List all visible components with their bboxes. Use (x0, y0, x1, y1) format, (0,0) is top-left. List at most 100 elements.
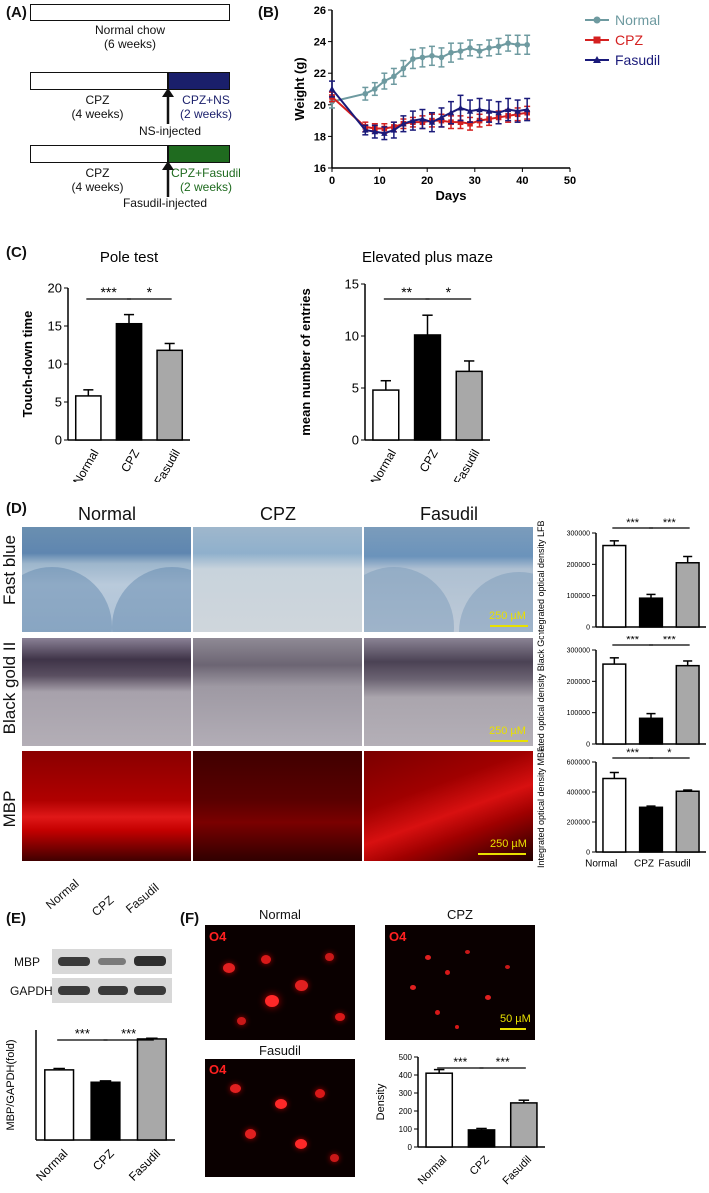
y-tick-label: 20 (48, 281, 62, 296)
bar-fasudil (509, 1102, 538, 1148)
cpz-ns-label: CPZ+NS (182, 93, 230, 107)
y-tick-label: 300000 (567, 530, 590, 537)
data-point (514, 107, 521, 114)
chart-title: Elevated plus maze (362, 249, 493, 266)
cpz-duration-1: (4 weeks) (71, 107, 124, 121)
x-tick-label: 50 (564, 175, 576, 187)
bar-normal (602, 544, 627, 628)
bar-fasudil (675, 562, 700, 628)
x-tick-label: CPZ (90, 1146, 117, 1173)
significance-label: * (147, 284, 153, 300)
f-title-normal: Normal (259, 907, 301, 922)
bar-fasudil (455, 370, 483, 441)
legend-marker (593, 36, 601, 44)
cpz-label-2: CPZ (85, 166, 110, 180)
cpz-fasudil-duration: (2 weeks) (179, 180, 232, 194)
data-point (328, 85, 336, 92)
significance-label: *** (121, 1026, 136, 1041)
normal-chow-label: Normal chow (94, 23, 166, 37)
x-tick-label: 20 (421, 175, 433, 187)
y-tick-label: 24 (314, 37, 327, 49)
data-point (429, 53, 435, 59)
y-axis-label: Density (375, 1083, 387, 1120)
y-axis-label: Weight (g) (292, 57, 307, 120)
y-tick-label: 0 (586, 741, 590, 748)
significance-label: *** (663, 517, 677, 529)
y-tick-label: 200000 (567, 562, 590, 569)
x-tick-label: Normal (70, 447, 101, 482)
fasudil-injected-label: Fasudil-injected (122, 196, 208, 210)
data-point (476, 106, 483, 113)
panel-d-label: (D) (6, 500, 27, 517)
o4-density-chart: 0 100 200 300 400 500 Density Normal CPZ Fasudil *… (375, 1053, 545, 1188)
bar-cpz (638, 717, 664, 745)
x-tick-label: 30 (469, 175, 481, 187)
data-point (447, 109, 455, 116)
data-point (476, 48, 483, 54)
scale-text-fastblue: 250 µM (489, 610, 526, 622)
y-tick-label: 100000 (567, 710, 590, 717)
data-point (457, 48, 464, 54)
data-point (409, 117, 417, 124)
x-tick-label: Fasudil (500, 1154, 534, 1188)
y-tick-label: 0 (408, 1143, 413, 1152)
data-point (419, 54, 426, 61)
panel-c-label: (C) (6, 244, 27, 261)
blot-col-normal: Normal (43, 876, 82, 912)
row-label-black-gold: Black gold II (0, 641, 19, 735)
micrograph-blackgold-fasudil (364, 638, 533, 746)
o4-image-cpz (385, 925, 535, 1040)
normal-chow-duration: (6 weeks) (103, 37, 156, 51)
micrograph-mbp-normal (22, 751, 191, 861)
y-tick-label: 10 (48, 357, 62, 372)
blot-gapdh-strip (52, 978, 172, 1003)
scale-text-o4: 50 µM (500, 1013, 531, 1025)
micrograph-fastblue-cpz (193, 527, 362, 632)
y-axis-label: Integrated optical density Black Gold II (536, 636, 546, 751)
blot-col-cpz: CPZ (89, 892, 117, 919)
cpz-fasudil-bar (168, 145, 230, 163)
scale-bar-o4 (500, 1028, 526, 1030)
f-title-cpz: CPZ (447, 907, 473, 922)
mbp-gapdh-chart: MBP/GAPDH(fold) Normal CPZ Fasudil *** *** (5, 1026, 175, 1184)
cpz-fasudil-text: CPZ+Fasudil (2 weeks) (165, 166, 247, 194)
plus-maze-chart: Elevated plus maze 0 5 10 15 mean number of e… (298, 249, 493, 482)
micrograph-blackgold-cpz (193, 638, 362, 746)
data-point (514, 41, 521, 48)
col-label-normal: Normal (77, 504, 136, 524)
data-point (486, 45, 492, 51)
data-point (371, 128, 379, 135)
y-tick-label: 100000 (567, 593, 590, 600)
significance-label: *** (626, 748, 640, 759)
data-point (381, 129, 388, 136)
micrograph-blackgold-normal (22, 638, 191, 746)
data-point (485, 107, 493, 114)
data-point (495, 109, 502, 116)
mbp-density-chart: 0 200000 400000 600000 Integrated optical de… (536, 748, 706, 869)
data-point (362, 126, 369, 133)
x-tick-label: CPZ (118, 447, 142, 475)
data-point (467, 120, 473, 127)
data-point (523, 106, 531, 113)
bar-normal (372, 389, 400, 441)
x-tick-label: Normal (368, 447, 399, 482)
cpz-ns-bar (168, 72, 230, 90)
y-tick-label: 100 (399, 1125, 413, 1134)
ns-arrow-icon (162, 88, 174, 124)
micrograph-mbp-fasudil (364, 751, 533, 861)
scale-bar-fastblue (490, 625, 528, 627)
x-tick-label: Fasudil (658, 858, 690, 869)
x-tick-label: Fasudil (126, 1146, 163, 1183)
bar-normal (602, 777, 627, 853)
legend-marker (593, 16, 601, 24)
y-tick-label: 200000 (567, 819, 590, 826)
x-tick-label: Fasudil (151, 447, 182, 482)
y-tick-label: 300 (399, 1089, 413, 1098)
cpz-text-1: CPZ (4 weeks) (30, 93, 165, 121)
y-tick-label: 5 (55, 395, 62, 410)
data-point (362, 90, 369, 97)
y-tick-label: 26 (314, 5, 326, 17)
data-point (524, 41, 530, 48)
cpz-label-1: CPZ (85, 93, 110, 107)
significance-label: *** (453, 1055, 467, 1069)
